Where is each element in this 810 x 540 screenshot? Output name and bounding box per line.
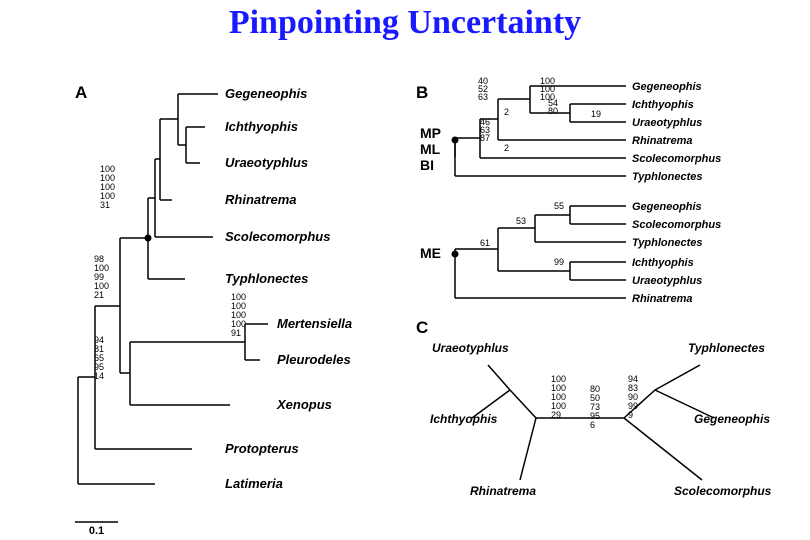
taxon-label: Protopterus (225, 441, 299, 456)
method-label: BI (420, 157, 434, 173)
taxon-label: Ichthyophis (632, 257, 694, 269)
support-value: 2 (504, 143, 509, 153)
support-value: 31 (100, 200, 110, 210)
taxon-label: Ichthyophis (225, 119, 298, 134)
taxon-label: Ichthyophis (632, 99, 694, 111)
taxon-label: Uraeotyphlus (632, 117, 702, 129)
support-value: 6 (590, 420, 595, 430)
support-value: 53 (516, 216, 526, 226)
taxon-label: Scolecomorphus (674, 484, 772, 498)
support-value: 99 (554, 257, 564, 267)
scalebar-label: 0.1 (89, 525, 104, 537)
support-value: 21 (94, 290, 104, 300)
support-value: 29 (551, 410, 561, 420)
support-value: 9 (628, 410, 633, 420)
taxon-label: Typhlonectes (632, 237, 703, 249)
panel-label-a: A (75, 83, 87, 102)
taxon-label: Ichthyophis (430, 412, 498, 426)
support-value: 87 (480, 133, 490, 143)
taxon-label: Xenopus (276, 397, 332, 412)
support-value: 14 (94, 371, 104, 381)
taxon-label: Typhlonectes (225, 271, 308, 286)
taxon-label: Rhinatrema (470, 484, 536, 498)
support-value: 63 (478, 92, 488, 102)
support-value: 55 (554, 201, 564, 211)
phylogeny-diagram: A 0.1 Gegeneophis Ichthyophis Uraeotyphlus Rh… (0, 0, 810, 540)
taxon-label: Gegeneophis (632, 201, 702, 213)
taxon-label: Latimeria (225, 476, 283, 491)
support-value: 80 (548, 106, 558, 116)
taxon-label: Typhlonectes (688, 341, 765, 355)
taxon-label: Uraeotyphlus (432, 341, 509, 355)
taxon-label: Uraeotyphlus (225, 155, 308, 170)
taxon-label: Rhinatrema (632, 293, 693, 305)
taxon-label: Rhinatrema (225, 192, 297, 207)
method-label: MP (420, 125, 441, 141)
taxon-label: Mertensiella (277, 316, 352, 331)
taxon-label: Uraeotyphlus (632, 275, 702, 287)
method-label: ME (420, 245, 441, 261)
taxon-label: Scolecomorphus (632, 153, 721, 165)
support-value: 2 (504, 107, 509, 117)
taxon-label: Scolecomorphus (632, 219, 721, 231)
taxon-label: Scolecomorphus (225, 229, 330, 244)
panel-label-c: C (416, 318, 428, 337)
support-value: 61 (480, 238, 490, 248)
support-value: 91 (231, 328, 241, 338)
taxon-label: Gegeneophis (632, 81, 702, 93)
taxon-label: Gegeneophis (694, 412, 770, 426)
taxon-label: Typhlonectes (632, 171, 703, 183)
method-label: ML (420, 141, 441, 157)
support-value: 19 (591, 109, 601, 119)
taxon-label: Gegeneophis (225, 86, 307, 101)
taxon-label: Pleurodeles (277, 352, 351, 367)
panel-label-b: B (416, 83, 428, 102)
taxon-label: Rhinatrema (632, 135, 693, 147)
